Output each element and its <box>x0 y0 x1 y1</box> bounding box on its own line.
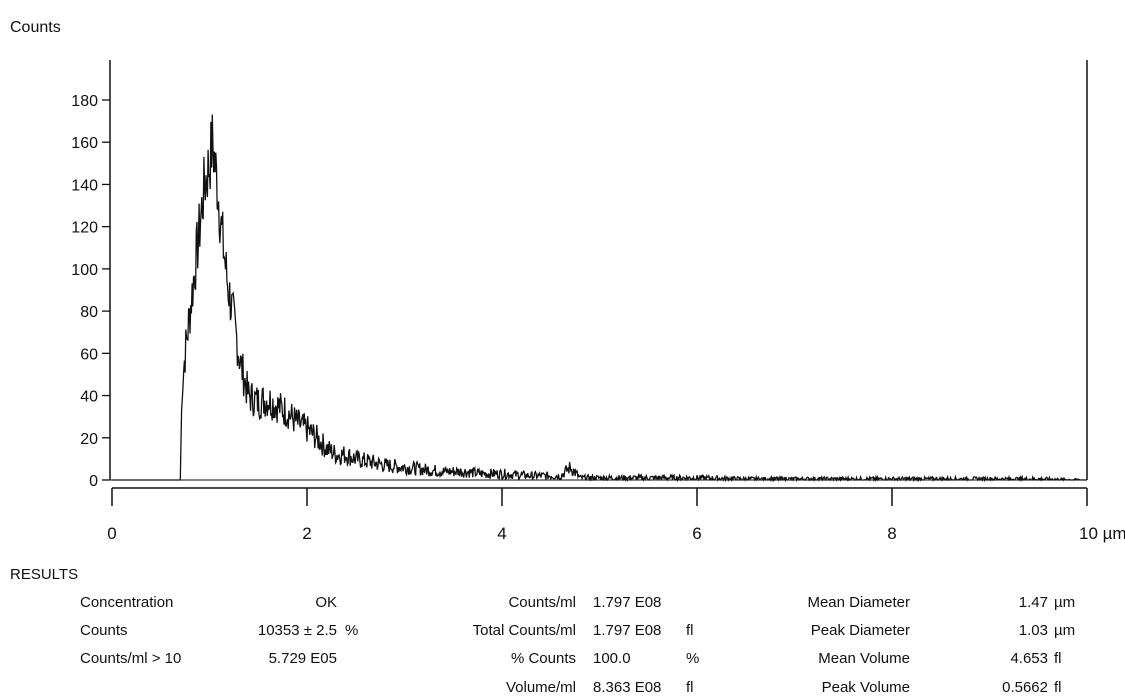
x-tick-label: 8 <box>887 524 896 543</box>
result-value: 8.363 E08 <box>593 679 662 696</box>
x-tick-label: 6 <box>692 524 701 543</box>
y-tick-label: 20 <box>80 431 98 448</box>
result-value: 0.5662 <box>1002 679 1048 696</box>
result-unit: µm <box>1054 622 1076 639</box>
result-label: Peak Volume <box>821 679 910 696</box>
y-axis-label: Counts <box>10 19 61 36</box>
result-value: 100.0 <box>593 650 631 667</box>
result-value: 1.03 <box>1018 622 1048 639</box>
result-label: Peak Diameter <box>810 622 910 639</box>
result-unit: fl <box>686 679 694 696</box>
result-value: OK <box>315 594 337 611</box>
x-axis-ticks: 0 2 4 6 8 10 µm <box>107 488 1125 543</box>
x-tick-label: 2 <box>302 524 311 543</box>
result-label: Counts <box>80 622 128 639</box>
result-value: 1.797 E08 <box>593 622 662 639</box>
results-title: RESULTS <box>10 566 79 583</box>
result-unit: fl <box>1054 679 1062 696</box>
result-value: 4.653 <box>1010 650 1048 667</box>
result-unit: % <box>345 622 359 639</box>
result-value: 1.47 <box>1018 594 1048 611</box>
y-tick-label: 120 <box>71 220 98 237</box>
y-tick-label: 0 <box>89 473 98 490</box>
x-tick-label: 0 <box>107 524 116 543</box>
x-tick-label: 4 <box>497 524 506 543</box>
result-label: % Counts <box>510 650 576 667</box>
y-tick-label: 160 <box>71 135 98 152</box>
y-tick-label: 60 <box>80 346 98 363</box>
result-unit: % <box>686 650 700 667</box>
y-tick-label: 100 <box>71 262 98 279</box>
y-tick-label: 40 <box>80 389 98 406</box>
result-unit: fl <box>1054 650 1062 667</box>
result-unit: fl <box>686 622 694 639</box>
result-value: 10353 ± 2.5 <box>257 622 337 639</box>
result-label: Total Counts/ml <box>472 622 576 639</box>
result-value: 1.797 E08 <box>593 594 662 611</box>
result-label: Mean Diameter <box>807 594 910 611</box>
y-tick-label: 140 <box>71 177 98 194</box>
result-label: Counts/ml > 10 <box>80 650 182 667</box>
histogram-chart: Counts 0 20 40 60 80 100 120 140 160 180 0 2 4 6 8 10 … <box>10 19 1125 543</box>
result-unit: µm <box>1054 594 1076 611</box>
result-label: Mean Volume <box>818 650 910 667</box>
result-label: Volume/ml <box>505 679 576 696</box>
result-label: Counts/ml <box>508 594 576 611</box>
y-axis-ticks: 0 20 40 60 80 100 120 140 160 180 <box>71 93 110 490</box>
x-tick-label: 10 µm <box>1079 524 1125 543</box>
result-label: Concentration <box>80 594 174 611</box>
series-line <box>112 114 1088 483</box>
y-tick-label: 180 <box>71 93 98 110</box>
y-tick-label: 80 <box>80 304 98 321</box>
result-value: 5.729 E05 <box>268 650 337 667</box>
